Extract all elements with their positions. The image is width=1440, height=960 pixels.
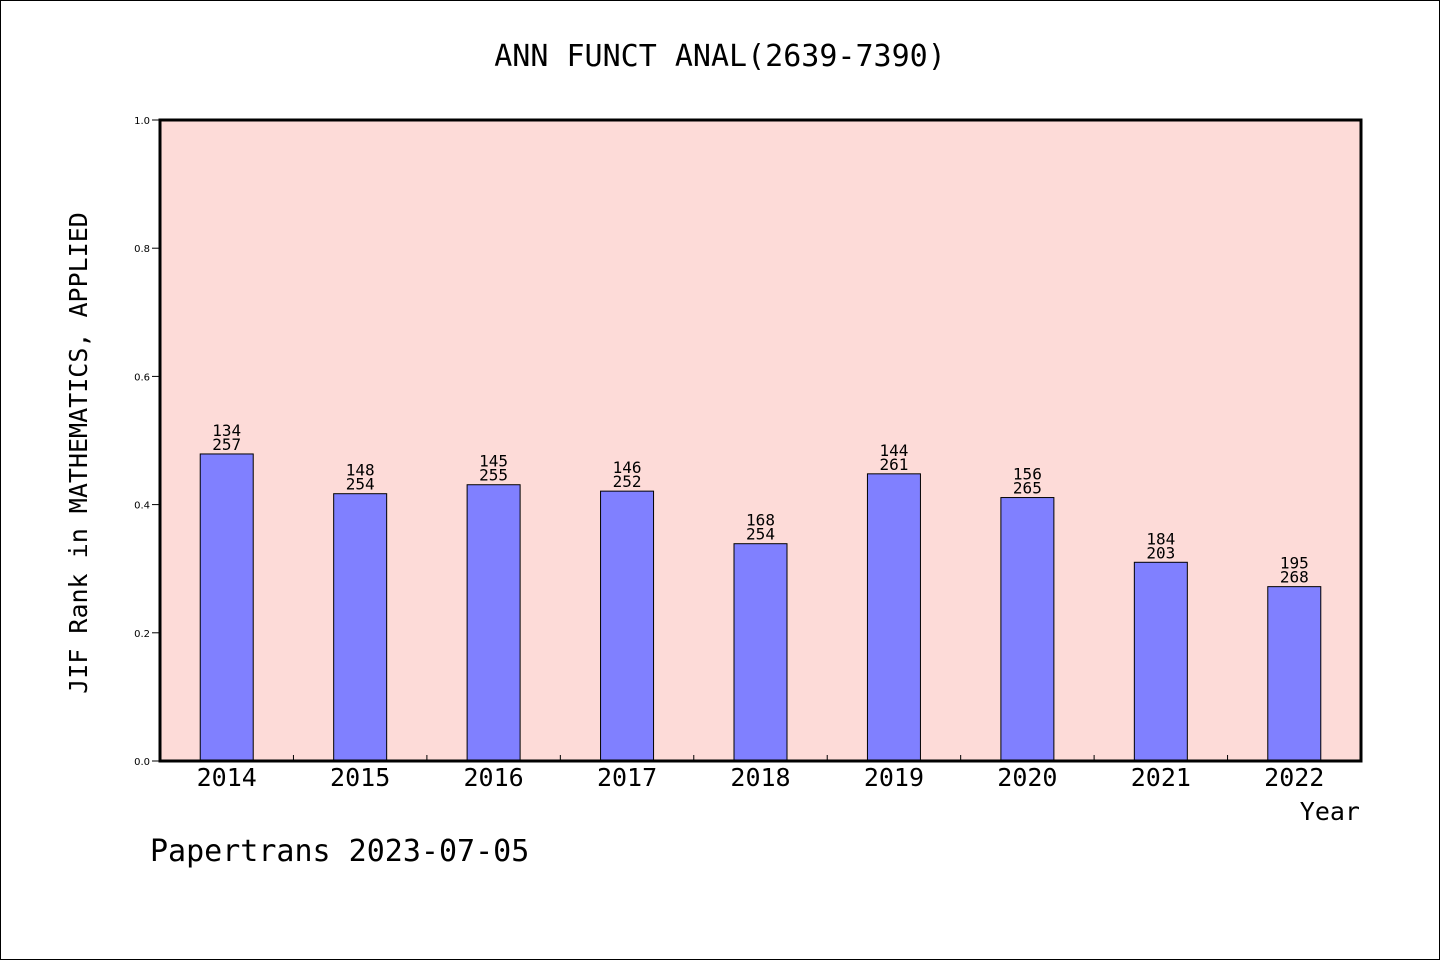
bar-total-label-2019: 261 bbox=[879, 455, 908, 474]
x-tick-label-2020: 2020 bbox=[997, 763, 1057, 792]
bar-2021 bbox=[1133, 561, 1188, 762]
x-tick-label-2021: 2021 bbox=[1131, 763, 1191, 792]
bar-rank-label-2020: 156 bbox=[1013, 465, 1042, 484]
bar-total-label-2018: 254 bbox=[746, 525, 775, 544]
bar-rank-label-2019: 144 bbox=[879, 441, 908, 460]
y-tick-label: 0.0 bbox=[134, 757, 150, 768]
bar-total-label-2020: 265 bbox=[1013, 479, 1042, 498]
bar-rank-label-2018: 168 bbox=[746, 511, 775, 530]
x-tick-label-2016: 2016 bbox=[464, 763, 524, 792]
y-axis: 0.0 0.2 0.4 0.6 0.8 1.0 bbox=[134, 116, 160, 768]
bars-group bbox=[199, 453, 1322, 762]
bar-2018 bbox=[733, 543, 788, 762]
bar-2017 bbox=[600, 490, 655, 762]
y-tick-label: 0.4 bbox=[134, 501, 150, 512]
bar-rank-label-2022: 195 bbox=[1280, 554, 1309, 573]
bar-2016 bbox=[466, 484, 521, 762]
y-tick-label: 1.0 bbox=[134, 116, 150, 127]
bar-rank-label-2016: 145 bbox=[479, 452, 508, 471]
bar-rank-label-2015: 148 bbox=[346, 461, 375, 480]
bar-total-label-2015: 254 bbox=[346, 475, 375, 494]
bar-total-label-2022: 268 bbox=[1280, 568, 1309, 587]
bar-rank-label-2021: 184 bbox=[1146, 529, 1175, 548]
bar-rank-label-2017: 146 bbox=[613, 458, 642, 477]
bar-total-label-2017: 252 bbox=[613, 472, 642, 491]
bar-2014 bbox=[199, 453, 254, 762]
bar-total-label-2014: 257 bbox=[212, 435, 241, 454]
y-axis-label: JIF Rank in MATHEMATICS, APPLIED bbox=[64, 212, 93, 694]
x-tick-label-2018: 2018 bbox=[730, 763, 790, 792]
y-tick-label: 0.2 bbox=[134, 629, 150, 640]
bar-2022 bbox=[1267, 586, 1322, 762]
footer-credit: Papertrans 2023-07-05 bbox=[150, 834, 530, 869]
bar-total-label-2016: 255 bbox=[479, 466, 508, 485]
x-tick-label-2015: 2015 bbox=[330, 763, 390, 792]
x-tick-label-2022: 2022 bbox=[1264, 763, 1324, 792]
bar-rank-label-2014: 134 bbox=[212, 421, 241, 440]
x-axis: 2014 2015 2016 2017 2018 2019 2020 2021 2022 bbox=[197, 755, 1324, 792]
x-tick-label-2014: 2014 bbox=[197, 763, 257, 792]
plot-border bbox=[158, 118, 1363, 763]
bar-2020 bbox=[1000, 497, 1055, 762]
x-tick-label-2019: 2019 bbox=[864, 763, 924, 792]
x-tick-label-2017: 2017 bbox=[597, 763, 657, 792]
chart-title: ANN FUNCT ANAL(2639-7390) bbox=[494, 39, 946, 74]
x-axis-label: Year bbox=[1300, 797, 1360, 826]
y-tick-label: 0.8 bbox=[134, 244, 150, 255]
bar-total-label-2021: 203 bbox=[1146, 543, 1175, 562]
y-tick-label: 0.6 bbox=[134, 372, 150, 383]
bar-2019 bbox=[866, 473, 921, 762]
bar-2015 bbox=[333, 493, 388, 762]
